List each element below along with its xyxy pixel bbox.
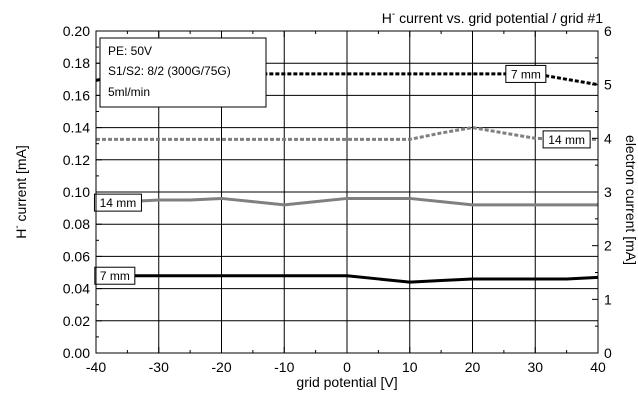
x-tick-label: 20 bbox=[465, 359, 481, 375]
y-tick-label: 0.04 bbox=[63, 281, 90, 297]
y-tick-label: 0.08 bbox=[63, 216, 90, 232]
y-tick-label: 0.18 bbox=[63, 55, 90, 71]
chart-title-rest: current vs. grid potential / grid #1 bbox=[395, 10, 603, 26]
series-label-box bbox=[94, 266, 136, 285]
chart-title: H- current vs. grid potential / grid #1 bbox=[382, 9, 603, 26]
series-label-14-mm: 14 mm bbox=[93, 193, 142, 212]
x-tick-label: -30 bbox=[149, 359, 169, 375]
series-label-text: 14 mm bbox=[548, 133, 585, 147]
series-label-text: 7 mm bbox=[511, 67, 541, 81]
x-tick-label: 40 bbox=[590, 359, 606, 375]
y-tick-label: 0.12 bbox=[63, 152, 90, 168]
series-label-7-mm: 7 mm bbox=[505, 64, 547, 83]
y-axis-label: H- current [mA] bbox=[12, 145, 29, 239]
y2-tick-label: 5 bbox=[604, 77, 612, 93]
y-axis-label-sup: - bbox=[12, 225, 23, 228]
x-tick-label: 30 bbox=[527, 359, 543, 375]
chart-title-sup: - bbox=[392, 9, 395, 20]
chart-title-main: H bbox=[382, 10, 392, 26]
tick-labels: -40 -30 -20 -10 0 10 20 30 400.000.020.040.060.0… bbox=[63, 23, 612, 375]
series-line-right-14-mm bbox=[96, 126, 598, 141]
y-axis-label-rest: current [mA] bbox=[13, 145, 29, 225]
series-line-left-14-mm bbox=[95, 196, 598, 207]
x-tick-label: -20 bbox=[211, 359, 231, 375]
series-label-text: 14 mm bbox=[100, 196, 137, 210]
series-label-box bbox=[542, 130, 591, 149]
plot-frame bbox=[95, 30, 599, 354]
x-tick-label: 10 bbox=[402, 359, 418, 375]
y2-tick-label: 3 bbox=[604, 184, 612, 200]
series-label-14-mm: 14 mm bbox=[542, 130, 591, 149]
series-label-text: 7 mm bbox=[100, 269, 130, 283]
x-axis-label: grid potential [V] bbox=[296, 374, 397, 390]
x-tick-label: 0 bbox=[343, 359, 351, 375]
y-tick-label: 0.14 bbox=[63, 120, 90, 136]
y-axis-label-main: H bbox=[13, 229, 29, 239]
y-tick-label: 0.20 bbox=[63, 23, 90, 39]
info-box-frame bbox=[99, 37, 267, 108]
y-tick-label: 0.10 bbox=[63, 184, 90, 200]
x-tick-label: -40 bbox=[86, 359, 106, 375]
y-tick-label: 0.06 bbox=[63, 248, 90, 264]
grid-lines bbox=[96, 31, 598, 353]
x-tick-label: -10 bbox=[274, 359, 294, 375]
y2-tick-label: 6 bbox=[604, 23, 612, 39]
y2-tick-label: 4 bbox=[604, 130, 612, 146]
y-tick-label: 0.02 bbox=[63, 313, 90, 329]
info-line-s1s2: S1/S2: 8/2 (300G/75G) bbox=[108, 64, 231, 78]
y2-tick-label: 0 bbox=[604, 345, 612, 361]
info-box: PE: 50V S1/S2: 8/2 (300G/75G) 5ml/min bbox=[99, 37, 267, 108]
y-tick-label: 0.00 bbox=[63, 345, 90, 361]
y2-tick-label: 1 bbox=[604, 291, 612, 307]
info-line-flow: 5ml/min bbox=[108, 85, 150, 99]
y2-tick-label: 2 bbox=[604, 238, 612, 254]
series-label-box bbox=[93, 193, 142, 212]
y-tick-label: 0.16 bbox=[63, 87, 90, 103]
series-label-7-mm: 7 mm bbox=[94, 266, 136, 285]
series-line-left-7-mm bbox=[96, 274, 599, 284]
series-labels: 7 mm 14 mm 14 mm 7 mm bbox=[93, 64, 591, 285]
info-line-pe: PE: 50V bbox=[108, 44, 152, 58]
y2-axis-label: electron current [mA] bbox=[623, 135, 638, 265]
series-label-box bbox=[505, 64, 547, 83]
